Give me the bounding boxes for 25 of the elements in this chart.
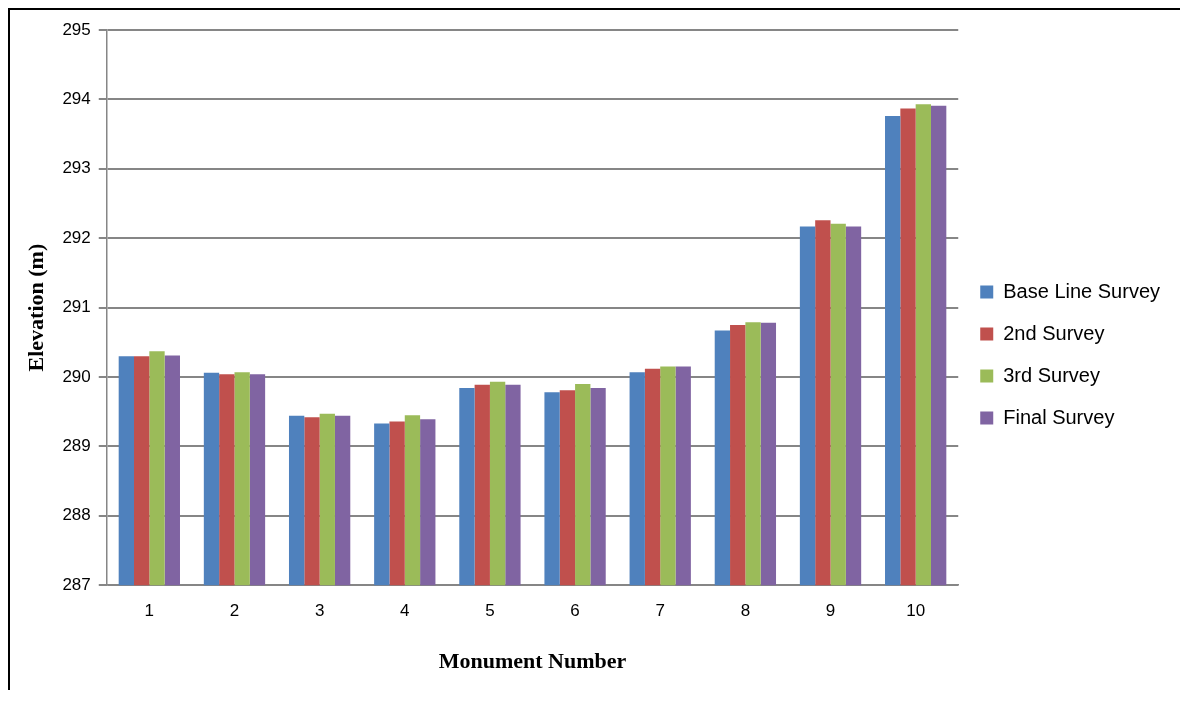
x-tick-label: 1 — [144, 601, 155, 621]
x-tick-label: 8 — [740, 601, 751, 621]
x-tick-label: 9 — [825, 601, 836, 621]
y-tick-label: 292 — [62, 227, 91, 247]
legend-label: 3rd Survey — [1003, 363, 1100, 386]
x-tick-label: 6 — [570, 601, 580, 621]
y-tick-label: 294 — [62, 89, 91, 109]
y-tick-label: 293 — [62, 158, 91, 178]
x-axis-title: Monument Number — [438, 648, 627, 674]
legend-label: Base Line Survey — [1003, 279, 1161, 302]
y-tick-label: 290 — [62, 366, 91, 386]
x-tick-label: 3 — [314, 601, 325, 621]
x-tick-label: 5 — [485, 601, 495, 621]
legend-label: Final Survey — [1003, 405, 1115, 428]
x-tick-label: 2 — [229, 601, 240, 621]
y-tick-label: 291 — [62, 297, 91, 317]
x-tick-label: 7 — [655, 601, 665, 621]
y-tick-label: 288 — [62, 505, 91, 525]
x-tick-label: 10 — [906, 601, 926, 621]
x-tick-label: 4 — [400, 601, 410, 621]
y-tick-label: 289 — [62, 436, 91, 456]
y-tick-label: 287 — [62, 574, 91, 594]
y-axis-title: Elevation (m) — [22, 243, 48, 372]
legend-label: 2nd Survey — [1003, 321, 1105, 344]
y-tick-label: 295 — [62, 19, 91, 39]
